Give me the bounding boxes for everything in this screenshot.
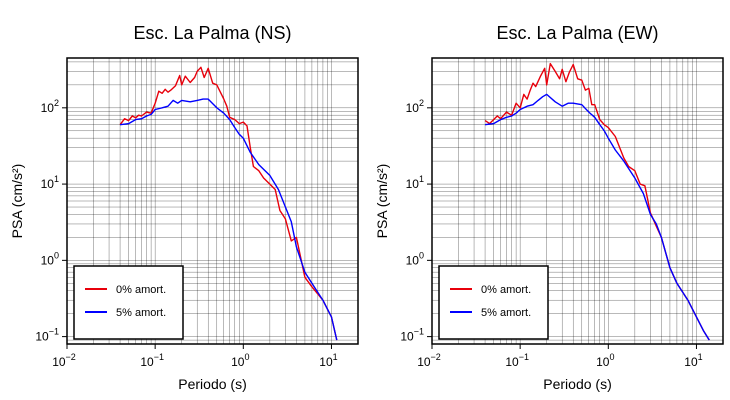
legend-label: 0% amort. — [481, 284, 531, 296]
x-axis-label: Periodo (s) — [543, 376, 611, 392]
series-line-damped — [120, 98, 338, 341]
legend: 0% amort. 5% amort. — [438, 265, 549, 340]
y-tick-label: 102 — [406, 98, 424, 115]
y-tick-label: 10−1 — [400, 327, 424, 344]
y-tick-label: 101 — [41, 174, 59, 191]
chart-title: Esc. La Palma (EW) — [496, 23, 658, 43]
y-tick-label: 10−1 — [35, 327, 59, 344]
y-tick-label: 102 — [41, 98, 59, 115]
y-axis-label: PSA (cm/s²) — [374, 164, 390, 239]
x-tick-label: 101 — [684, 352, 702, 369]
x-tick-label: 101 — [319, 352, 337, 369]
legend-label: 0% amort. — [116, 284, 166, 296]
x-axis-label: Periodo (s) — [178, 376, 246, 392]
legend-label: 5% amort. — [116, 307, 166, 319]
plot-frame — [431, 57, 724, 345]
y-tick-label: 100 — [41, 250, 59, 267]
y-tick-label: 100 — [406, 250, 424, 267]
y-tick-label: 101 — [406, 174, 424, 191]
x-tick-label: 10−1 — [140, 352, 164, 369]
grid — [66, 58, 359, 345]
series-line-damped — [485, 93, 710, 341]
x-tick-label: 100 — [596, 352, 614, 369]
chart-title: Esc. La Palma (NS) — [133, 23, 291, 43]
legend-label: 5% amort. — [481, 307, 531, 319]
x-tick-label: 10−2 — [417, 352, 441, 369]
chart-panel-ns: Esc. La Palma (NS) 10−2 10−1 100 101 10−1 100 1… — [9, 23, 359, 392]
chart-ew: Esc. La Palma (EW) 10−2 10−1 100 101 10−1 100 1… — [374, 23, 724, 392]
grid — [431, 58, 724, 345]
chart-ns: Esc. La Palma (NS) 10−2 10−1 100 101 10−1 100 1… — [9, 23, 359, 392]
x-tick-label: 10−2 — [52, 352, 76, 369]
legend-box — [438, 265, 549, 340]
x-tick-label: 100 — [231, 352, 249, 369]
legend: 0% amort. 5% amort. — [73, 265, 184, 340]
x-tick-label: 10−1 — [505, 352, 529, 369]
legend-box — [73, 265, 184, 340]
plot-frame — [66, 57, 359, 345]
series-line-undamped — [119, 66, 338, 341]
chart-panel-ew: Esc. La Palma (EW) 10−2 10−1 100 101 10−1 100 1… — [365, 0, 730, 400]
y-axis-label: PSA (cm/s²) — [9, 164, 25, 239]
